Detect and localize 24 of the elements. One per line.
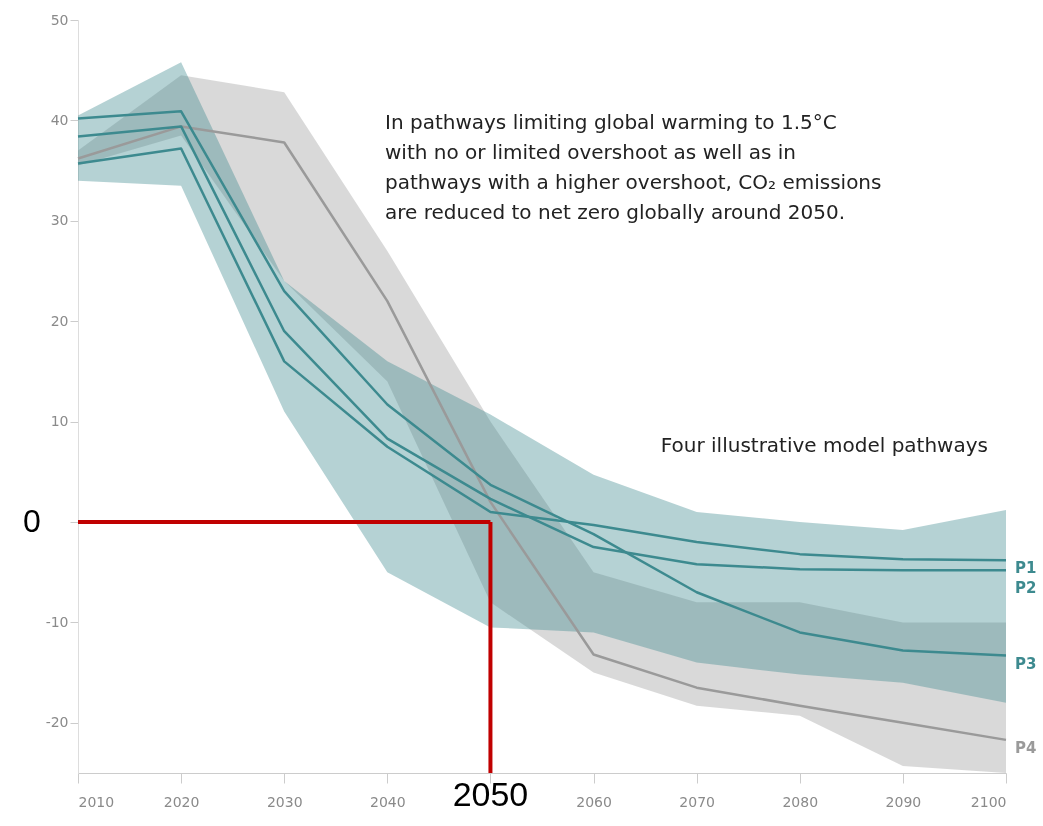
y-tick-label: -20 <box>45 714 69 731</box>
annotation: Four illustrative model pathways <box>660 433 988 457</box>
annotation: In pathways limiting global warming to 1.5°C with no or limited overshoot as well as in pathways with a higher overshoot, CO₂ emissions are reduced to net zero globally around 2050. <box>385 110 882 224</box>
series-label: P4 <box>1015 738 1037 757</box>
series-label: P3 <box>1015 654 1037 673</box>
y-tick-label: 10 <box>50 413 69 430</box>
y-tick-label: 40 <box>50 111 69 128</box>
x-tick-label: 2040 <box>370 793 406 810</box>
y-tick-label: 20 <box>50 312 69 329</box>
x-tick-label: 2090 <box>885 793 922 810</box>
x-tick-label: 2070 <box>679 793 715 810</box>
series-label: P2 <box>1015 579 1037 598</box>
ref-line-label: 2050 <box>452 775 529 813</box>
x-tick-label: 2030 <box>266 793 303 810</box>
x-tick-label: 2080 <box>782 793 819 810</box>
y-tick-label: -10 <box>45 613 69 630</box>
x-tick-label: 2020 <box>163 793 200 810</box>
y-tick-label: 50 <box>50 11 69 28</box>
series-label: P1 <box>1015 559 1037 578</box>
x-tick-label: 2060 <box>576 793 612 810</box>
ref-line-label: 0 <box>23 503 41 539</box>
x-tick-label: 2010 <box>78 793 115 810</box>
x-tick-label: 2100 <box>970 793 1007 810</box>
y-tick-label: 30 <box>50 212 69 229</box>
